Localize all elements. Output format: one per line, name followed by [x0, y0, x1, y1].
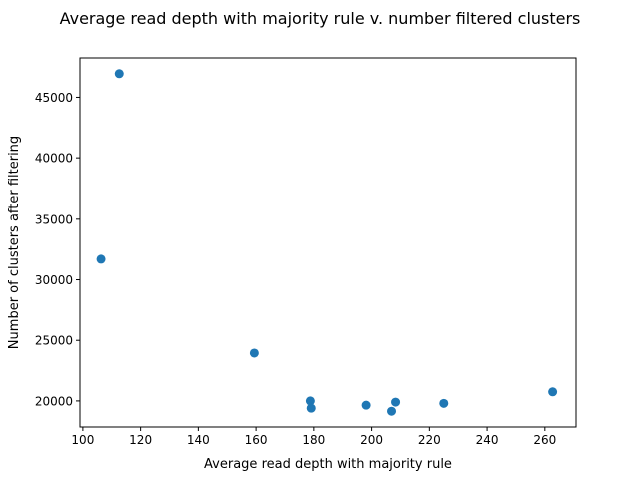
x-tick-label: 120 — [129, 433, 152, 447]
data-point — [387, 406, 397, 416]
x-axis-ticks: 100 120 140 160 180 200 220 240 260 — [71, 427, 556, 447]
x-tick-label: 100 — [71, 433, 94, 447]
data-point — [361, 400, 371, 410]
x-tick-label: 240 — [476, 433, 499, 447]
y-tick-label: 25000 — [35, 334, 73, 348]
data-point — [249, 348, 259, 358]
x-tick-label: 200 — [360, 433, 383, 447]
y-tick-label: 20000 — [35, 394, 73, 408]
x-tick-label: 140 — [187, 433, 210, 447]
data-point — [96, 254, 106, 264]
data-points — [96, 69, 558, 416]
chart-title: Average read depth with majority rule v.… — [60, 9, 581, 28]
plot-frame — [79, 57, 577, 428]
y-tick-label: 45000 — [35, 91, 73, 105]
x-axis-label: Average read depth with majority rule — [204, 457, 452, 472]
data-point — [306, 403, 316, 413]
x-tick-label: 160 — [245, 433, 268, 447]
y-tick-label: 40000 — [35, 152, 73, 166]
y-axis-ticks: 20000 25000 30000 35000 40000 45000 — [35, 91, 80, 408]
y-axis-label: Number of clusters after filtering — [7, 136, 22, 349]
data-point — [305, 396, 315, 406]
x-tick-label: 260 — [533, 433, 556, 447]
x-tick-label: 220 — [418, 433, 441, 447]
y-tick-label: 35000 — [35, 212, 73, 226]
data-point — [548, 387, 558, 397]
data-point — [114, 69, 124, 79]
data-point — [391, 397, 401, 407]
data-point — [439, 398, 449, 408]
x-tick-label: 180 — [302, 433, 325, 447]
y-tick-label: 30000 — [35, 273, 73, 287]
